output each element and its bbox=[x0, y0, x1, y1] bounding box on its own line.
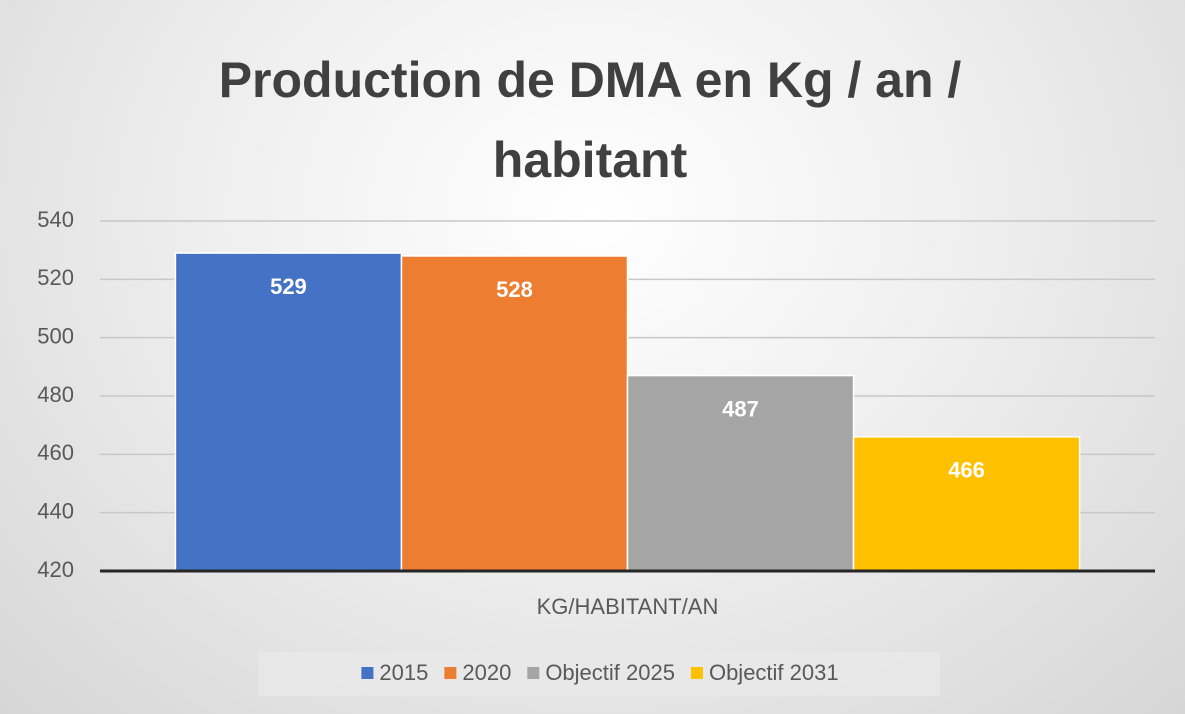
y-tick-label: 520 bbox=[37, 265, 74, 290]
legend-swatch bbox=[361, 667, 374, 679]
legend-label: Objectif 2025 bbox=[545, 660, 675, 685]
bar bbox=[626, 374, 855, 572]
legend-swatch bbox=[527, 667, 540, 679]
legend-label: Objectif 2031 bbox=[709, 660, 839, 685]
legend-label: 2015 bbox=[379, 660, 428, 685]
y-tick-label: 420 bbox=[37, 557, 74, 582]
legend-swatch bbox=[444, 667, 457, 679]
chart-title: Production de DMA en Kg / an / habitant bbox=[218, 52, 962, 188]
y-tick-label: 480 bbox=[37, 382, 74, 407]
y-tick-label: 440 bbox=[37, 498, 74, 523]
bar bbox=[174, 252, 403, 572]
bar bbox=[400, 255, 629, 572]
data-label: 466 bbox=[948, 458, 985, 483]
data-label: 529 bbox=[270, 274, 307, 299]
y-tick-label: 540 bbox=[37, 207, 74, 232]
y-tick-label: 460 bbox=[37, 440, 74, 465]
data-label: 528 bbox=[496, 277, 533, 302]
x-tick-label: KG/HABITANT/AN bbox=[537, 594, 719, 619]
data-label: 487 bbox=[722, 396, 759, 421]
legend-swatch bbox=[690, 667, 703, 679]
y-tick-label: 500 bbox=[37, 323, 74, 348]
legend-label: 2020 bbox=[462, 660, 511, 685]
